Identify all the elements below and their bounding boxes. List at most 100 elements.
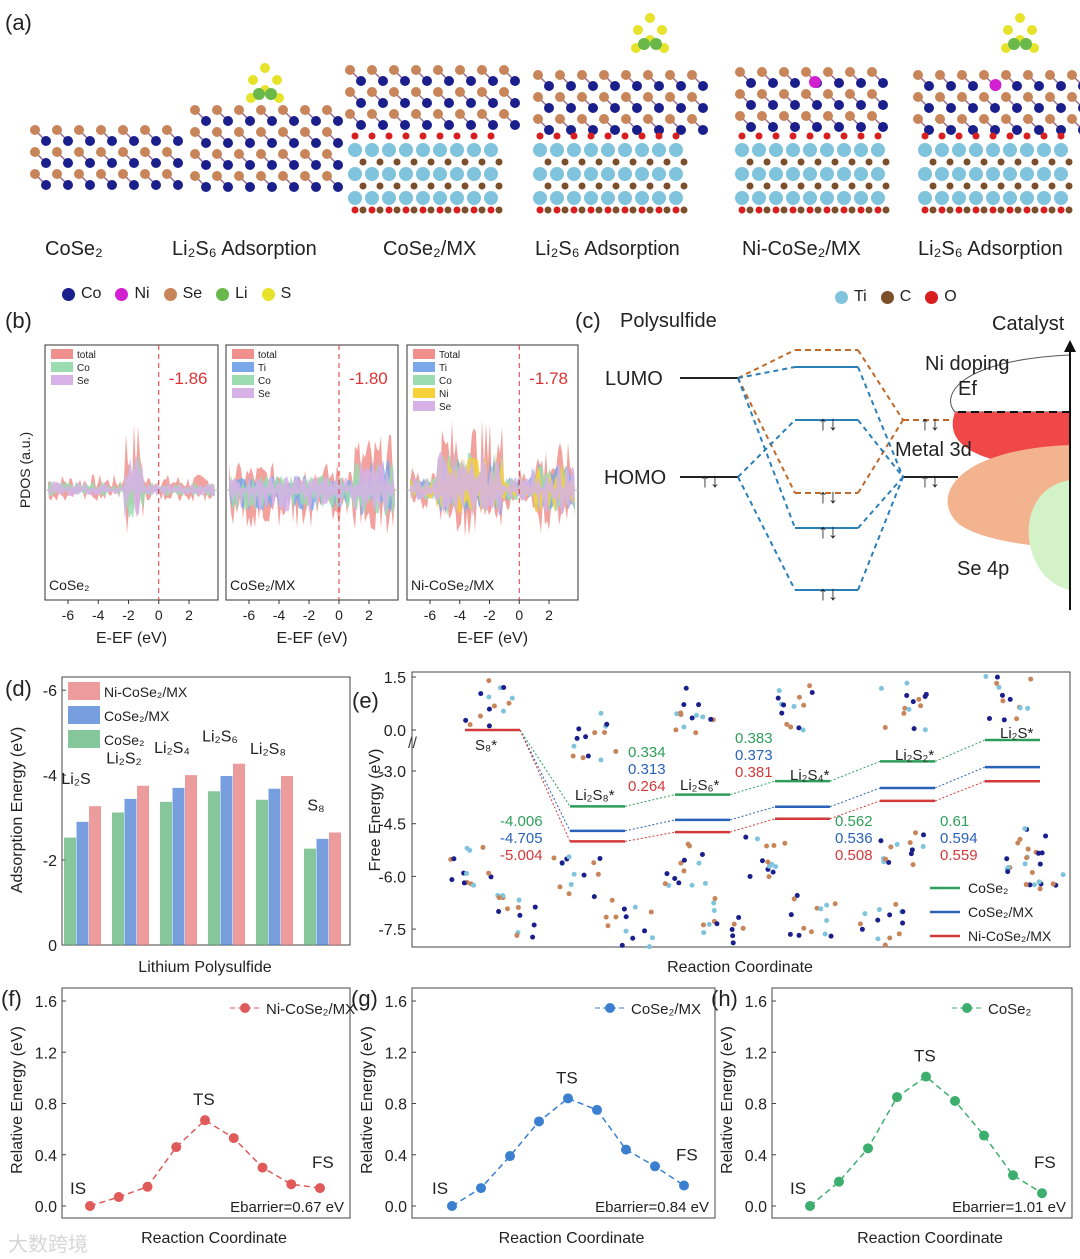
- co-atom: [510, 98, 520, 108]
- se-atom: [979, 70, 989, 80]
- o-atom: [755, 206, 763, 214]
- structure-atom: [1007, 696, 1013, 702]
- se-4p-band: [1028, 480, 1070, 590]
- panel-label-e: (e): [352, 688, 379, 713]
- se-atom: [1001, 92, 1011, 102]
- structure-atom: [910, 862, 916, 868]
- se-atom: [867, 111, 877, 121]
- se-atom: [1045, 70, 1055, 80]
- structure-atom: [619, 942, 625, 948]
- co-atom: [267, 182, 277, 192]
- legend-swatch: [68, 682, 100, 700]
- ti-atom: [584, 143, 598, 157]
- structure-atom: [1025, 705, 1031, 711]
- ti-atom: [986, 143, 1000, 157]
- se-atom: [256, 105, 266, 115]
- se-atom: [278, 105, 288, 115]
- legend-label: Li: [235, 285, 248, 302]
- se-atom: [190, 105, 200, 115]
- ts-label: TS: [556, 1068, 578, 1087]
- se-atom: [389, 87, 399, 97]
- structure-atom: [893, 901, 899, 907]
- ti-atom: [1020, 143, 1034, 157]
- c-atom: [427, 182, 435, 190]
- structure-label: Ni-CoSe₂/MX: [742, 238, 861, 260]
- barrier-label: Ebarrier=1.01 eV: [952, 1199, 1066, 1216]
- structure-atom: [900, 920, 906, 926]
- c-atom: [997, 206, 1005, 214]
- co-atom: [378, 76, 388, 86]
- ti-atom: [871, 167, 885, 181]
- se-atom: [212, 127, 222, 137]
- ti-atom: [348, 167, 362, 181]
- co-atom: [566, 125, 576, 135]
- ti-atom: [433, 167, 447, 181]
- ti-atom: [399, 143, 413, 157]
- connector: [737, 476, 796, 591]
- o-atom: [921, 206, 929, 214]
- structure-atom: [859, 926, 865, 932]
- structure-atom: [883, 856, 889, 862]
- co-atom: [201, 116, 211, 126]
- co-atom: [610, 81, 620, 91]
- atom-swatch-icon: [216, 287, 230, 301]
- structure-atom: [775, 695, 781, 701]
- se-atom: [979, 92, 989, 102]
- x-tick-label: -4: [92, 607, 105, 623]
- ti-atom: [854, 167, 868, 181]
- structure-atom: [983, 673, 989, 679]
- ti-atom: [752, 143, 766, 157]
- ti-atom: [567, 191, 581, 205]
- o-atom: [553, 206, 561, 214]
- co-atom: [1012, 125, 1022, 135]
- fs-label: FS: [676, 1146, 698, 1165]
- ti-atom: [533, 191, 547, 205]
- ti-atom: [1037, 143, 1051, 157]
- se-atom: [74, 125, 84, 135]
- structure-atom: [623, 928, 629, 934]
- se-atom: [533, 92, 543, 102]
- co-atom: [924, 125, 934, 135]
- intermediate-label: Li₂S*: [1000, 725, 1034, 742]
- se-atom: [433, 65, 443, 75]
- c-atom: [831, 182, 839, 190]
- fermi-annotation: -1.80: [349, 369, 388, 388]
- legend-label: CoSe₂: [988, 1001, 1032, 1018]
- legend-swatch: [51, 375, 73, 385]
- structure-atom: [649, 935, 655, 941]
- c-atom: [848, 182, 856, 190]
- structure-atom: [480, 844, 486, 850]
- panel-label-d: (d): [5, 676, 32, 701]
- se-atom: [957, 70, 967, 80]
- pdos-frame: [225, 344, 399, 601]
- se-atom: [823, 89, 833, 99]
- co-atom: [544, 125, 554, 135]
- structure-atom: [986, 715, 992, 721]
- se-atom: [779, 67, 789, 77]
- structure-atom: [712, 896, 718, 902]
- c-atom: [980, 182, 988, 190]
- bar-0: [304, 848, 316, 945]
- co-atom: [834, 78, 844, 88]
- ti-atom: [735, 143, 749, 157]
- structure-atom: [878, 685, 884, 691]
- x-tick-label: -6: [424, 607, 437, 623]
- structure-atom: [996, 684, 1002, 690]
- se-atom: [118, 147, 128, 157]
- se-atom: [845, 89, 855, 99]
- se-atom: [30, 147, 40, 157]
- energy-curve-h: [809, 1075, 1043, 1207]
- structure-atom: [664, 871, 670, 877]
- co-atom: [129, 158, 139, 168]
- co-atom: [466, 76, 476, 86]
- pdos-area-se: [410, 451, 575, 517]
- structure-atom: [591, 894, 597, 900]
- o-atom: [351, 132, 359, 140]
- structure-atom: [500, 708, 506, 714]
- se-atom: [1045, 92, 1055, 102]
- bar-1: [268, 788, 281, 945]
- s-atom: [645, 13, 655, 23]
- data-point-f: [171, 1142, 182, 1153]
- structure-atom: [920, 844, 926, 850]
